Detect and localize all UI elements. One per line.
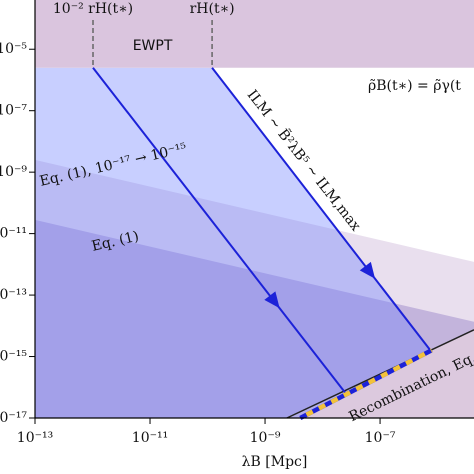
y-tick-label: 10⁻¹¹ <box>0 226 27 242</box>
x-tick-label: 10⁻⁷ <box>365 430 396 446</box>
y-tick-label: 10⁻⁹ <box>0 164 27 180</box>
x-tick-label: 10⁻⁹ <box>250 430 281 446</box>
line <box>92 67 347 394</box>
arrow-head <box>359 261 376 279</box>
guide-label: 10⁻² rH(t∗) <box>53 1 133 17</box>
x-tick-label: 10⁻¹³ <box>17 430 53 446</box>
y-tick-label: 10⁻¹⁵ <box>0 349 27 365</box>
y-tick-label: 10⁻¹⁷ <box>0 410 27 426</box>
guide-label: rH(t∗) <box>190 1 235 17</box>
y-tick-label: 10⁻⁵ <box>0 41 27 57</box>
recombination-line <box>286 329 474 419</box>
region-label: EWPT <box>133 38 173 54</box>
x-axis-label: λB [Mpc] <box>242 454 308 470</box>
y-tick-label: 10⁻¹³ <box>0 287 27 303</box>
dashed-segment <box>299 348 433 420</box>
region <box>35 0 474 68</box>
x-tick-label: 10⁻¹¹ <box>132 430 168 446</box>
line <box>211 67 433 353</box>
y-tick-label: 10⁻⁷ <box>0 103 27 119</box>
region <box>35 219 474 418</box>
annotation: ρ̃B(t∗) = ρ̃γ(t <box>368 78 461 94</box>
arrow-head <box>264 291 280 309</box>
region <box>35 67 432 419</box>
